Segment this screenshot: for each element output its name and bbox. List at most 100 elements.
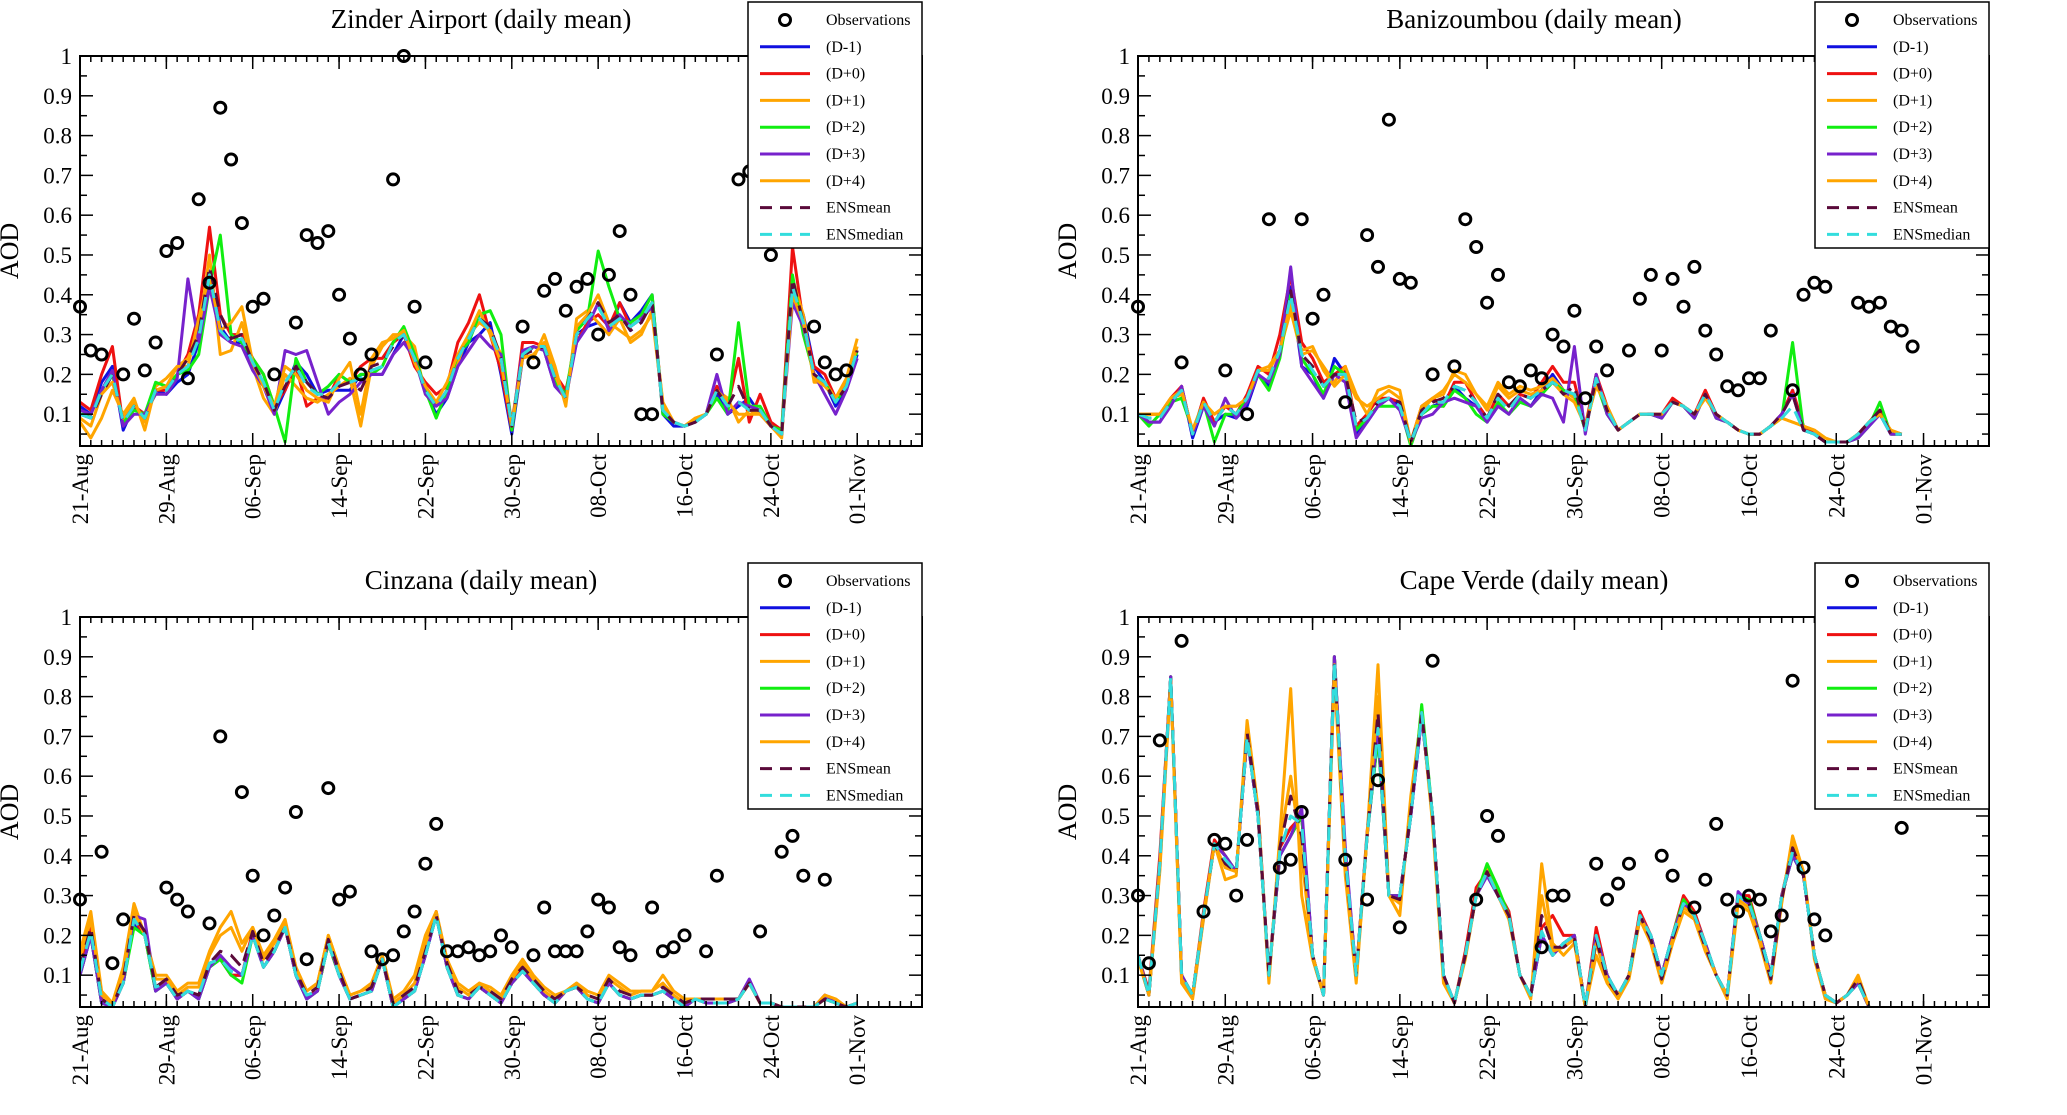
y-tick-label: 0.4 [43,844,72,869]
legend-label: (D+0) [826,66,865,83]
x-tick-label: 08-Oct [586,1014,611,1078]
observation-point [1512,379,1527,394]
observation-point [94,844,109,859]
observation-point [321,224,336,239]
panel-banizoumbou: Banizoumbou (daily mean) AOD 21-Aug 29-Au… [1053,1,1990,524]
panel-title: Banizoumbou (daily mean) [1386,4,1681,34]
observation-point [1698,323,1713,338]
observation-point [1218,836,1233,851]
y-tick-label: 0.3 [43,884,72,909]
observation-point [332,892,347,907]
observation-point [170,236,185,250]
legend-label: (D+3) [1893,146,1932,163]
observation-point [1785,673,1800,688]
legend-label: (D+0) [826,627,865,644]
x-tick-label: 01-Nov [845,1015,870,1086]
observation-point [1785,383,1800,398]
observation-point [731,172,746,187]
x-tick-label: 22-Sep [413,1015,438,1080]
observation-point [137,363,152,378]
observation-point [418,856,433,871]
observation-point [245,299,260,314]
observation-point [267,908,282,923]
y-axis-label: AOD [0,784,24,840]
observation-point [504,940,519,955]
y-tick-label: 0.6 [43,764,72,789]
y-tick-label: 1 [61,605,73,630]
observation-point [526,948,541,963]
observation-point [1905,339,1920,354]
observation-point [623,948,638,963]
observation-point [1305,311,1320,326]
observation-point [537,283,552,298]
y-tick-label: 0.4 [1101,844,1130,869]
observation-point [1545,327,1560,342]
observation-point [364,347,379,362]
x-tick-label: 14-Sep [327,454,352,519]
observation-point [1501,375,1516,390]
observation-point [1196,904,1211,919]
observation-point [1687,900,1702,915]
observation-point [1174,355,1189,370]
y-tick-label: 0.4 [43,283,72,308]
y-axis-label: AOD [0,223,24,279]
panel-title: Zinder Airport (daily mean) [331,4,632,34]
legend-box [747,562,923,810]
legend-box [747,1,923,249]
observation-point [353,367,368,382]
legend-box [1814,562,1990,810]
x-tick-label: 30-Sep [1562,1015,1587,1080]
observation-point [224,152,239,167]
observation-point [548,271,562,286]
series-line-ensmedian [80,914,858,1007]
observation-point [677,928,692,943]
x-tick-label: 16-Oct [673,1014,698,1078]
observation-point [1338,852,1353,867]
observation-point [1272,860,1287,875]
observation-point [1294,805,1309,819]
observation-point [148,335,163,350]
observation-point [817,355,832,370]
observation-point [1556,339,1571,354]
x-tick-label: 21-Aug [68,1015,93,1086]
observation-point [332,287,347,302]
y-tick-label: 0.8 [1101,685,1130,710]
x-tick-label: 24-Oct [759,1014,784,1078]
observation-point [753,924,768,939]
y-tick-label: 0.1 [43,963,72,988]
observation-point [817,872,832,887]
x-tick-label: 29-Aug [154,454,179,525]
observation-point [202,275,217,290]
observation-point [288,315,303,330]
observation-point [1632,291,1647,306]
x-tick-label: 21-Aug [68,454,93,525]
legend-label: (D+2) [1893,119,1932,136]
series-line-ensmedian [1138,659,1871,1007]
x-tick-label: 16-Oct [1737,1014,1762,1078]
observation-point [213,729,228,744]
observation-point [796,868,811,883]
observation-point [1600,363,1615,378]
y-tick-label: 0.2 [43,923,72,948]
y-tick-label: 0.1 [1101,402,1130,427]
observation-point [612,940,627,955]
x-tick-label: 14-Sep [1388,1015,1413,1080]
legend-label: (D+3) [826,707,865,724]
observation-point [1458,212,1473,227]
observation-point [180,904,195,919]
observation-point [234,785,249,800]
legend-label: (D-1) [1893,600,1929,617]
observation-point [569,944,584,959]
observation-point [1883,319,1898,334]
observation-point [1611,876,1626,891]
legend-label: ENSmedian [1893,787,1970,804]
legend-label: (D+4) [826,173,865,190]
legend-label: Observations [826,12,910,29]
observation-point [1371,773,1385,788]
observation-point [494,928,508,943]
observation-point [807,319,822,334]
observation-point [1338,395,1353,410]
observation-point [645,407,660,422]
y-tick-label: 0.6 [43,203,72,228]
